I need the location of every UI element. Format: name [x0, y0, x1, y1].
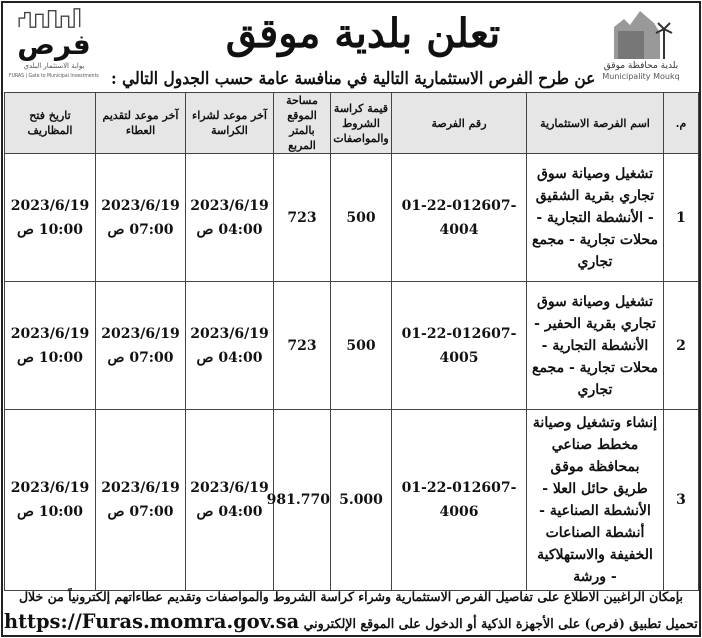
date: 2023/6/19: [190, 197, 269, 214]
opportunity-name: إنشاء وتشغيل وصيانة مخطط صناعي بمحافظة م…: [526, 409, 664, 591]
col-opening-date: تاريخ فتح المظاريف: [4, 92, 96, 154]
opportunity-id: 01-22-012607-4004: [391, 153, 527, 282]
buy-deadline: 2023/6/19 04:00 ص: [185, 153, 274, 282]
furas-logo: فرص بوابة الاستثمار البلدي FURAS | Gate …: [9, 7, 99, 91]
website-link[interactable]: https://Furas.momra.gov.sa: [4, 609, 300, 633]
time: 07:00 ص: [107, 221, 174, 238]
date: 2023/6/19: [101, 325, 180, 342]
logo-arabic: بوابة الاستثمار البلدي: [23, 62, 85, 70]
opportunity-id: 01-22-012607-4006: [391, 409, 527, 591]
date: 2023/6/19: [101, 480, 180, 496]
date: 2023/6/19: [101, 197, 180, 214]
time: 10:00 ص: [17, 504, 83, 520]
area: 723: [273, 153, 331, 282]
opportunity-name: تشغيل وصيانة سوق تجاري بقرية الحفير - ال…: [526, 281, 664, 410]
col-buy-deadline: آخر موعد لشراء الكراسة: [185, 92, 274, 154]
opening-date: 2023/6/19 10:00 ص: [4, 153, 96, 282]
fee: 5.000: [330, 409, 392, 591]
col-name: اسم الفرصة الاستثمارية: [526, 92, 664, 154]
opportunities-table: م. اسم الفرصة الاستثمارية رقم الفرصة قيم…: [4, 92, 699, 591]
date: 2023/6/19: [10, 325, 90, 342]
date: 2023/6/19: [190, 325, 269, 342]
logo-word: فرص: [17, 28, 91, 61]
page-subtitle: عن طرح الفرص الاستثمارية التالية في مناف…: [110, 69, 595, 89]
table-header-row: م. اسم الفرصة الاستثمارية رقم الفرصة قيم…: [4, 92, 699, 154]
fee: 500: [330, 281, 392, 410]
col-area: مساحة الموقع بالمتر المربع: [273, 92, 331, 154]
footer-line-1: بإمكان الراغبين الاطلاع على تفاصيل الفرص…: [18, 589, 684, 604]
time: 10:00 ص: [17, 221, 83, 238]
row-number: 3: [663, 409, 699, 591]
buy-deadline: 2023/6/19 04:00 ص: [185, 281, 274, 410]
date: 2023/6/19: [190, 480, 269, 496]
table-row: 1 تشغيل وصيانة سوق تجاري بقرية الشقيق - …: [4, 153, 699, 282]
time: 07:00 ص: [107, 504, 174, 520]
table-row: 3 إنشاء وتشغيل وصيانة مخطط صناعي بمحافظة…: [4, 409, 699, 591]
area: 723: [273, 281, 331, 410]
fee: 500: [330, 153, 392, 282]
opportunity-id: 01-22-012607-4005: [391, 281, 527, 410]
skyline-icon: [18, 8, 81, 28]
footer-note: بإمكان الراغبين الاطلاع على تفاصيل الفرص…: [4, 586, 698, 634]
bid-deadline: 2023/6/19 07:00 ص: [95, 409, 186, 591]
time: 04:00 ص: [196, 221, 263, 238]
logo-arabic: بلدية محافظة موقق: [603, 61, 679, 71]
col-id: رقم الفرصة: [391, 92, 527, 154]
opportunity-name: تشغيل وصيانة سوق تجاري بقرية الشقيق - ال…: [526, 153, 664, 282]
area: 981.770: [267, 409, 331, 591]
time: 04:00 ص: [196, 349, 263, 366]
table-row: 2 تشغيل وصيانة سوق تجاري بقرية الحفير - …: [4, 281, 699, 410]
bid-deadline: 2023/6/19 07:00 ص: [95, 153, 186, 282]
date: 2023/6/19: [10, 197, 90, 214]
time: 10:00 ص: [17, 349, 83, 366]
time: 07:00 ص: [107, 349, 174, 366]
col-fee: قيمة كراسة الشروط والمواصفات: [330, 92, 392, 154]
col-bid-deadline: آخر موعد لتقديم العطاء: [95, 92, 186, 154]
logo-english: Municipality Moukq: [602, 72, 680, 81]
date: 2023/6/19: [10, 480, 90, 496]
opening-date: 2023/6/19 10:00 ص: [4, 281, 96, 410]
municipality-logo: بلدية محافظة موقق Municipality Moukq: [591, 9, 691, 91]
opening-date: 2023/6/19 10:00 ص: [4, 409, 96, 591]
row-number: 1: [663, 153, 699, 282]
col-number: م.: [663, 92, 699, 154]
municipality-emblem-icon: [614, 11, 673, 59]
logo-english: FURAS | Gate to Municipal Investments: [9, 73, 99, 79]
row-number: 2: [663, 281, 699, 410]
buy-deadline: 2023/6/19 04:00 ص: [185, 409, 274, 591]
time: 04:00 ص: [196, 504, 263, 520]
footer-line-2-text: تحميل تطبيق (فرص) على الأجهزة الذكية أو …: [303, 617, 698, 632]
footer-line-2: تحميل تطبيق (فرص) على الأجهزة الذكية أو …: [4, 608, 698, 638]
page-title: تعلن بلدية موقق: [225, 10, 501, 57]
bid-deadline: 2023/6/19 07:00 ص: [95, 281, 186, 410]
